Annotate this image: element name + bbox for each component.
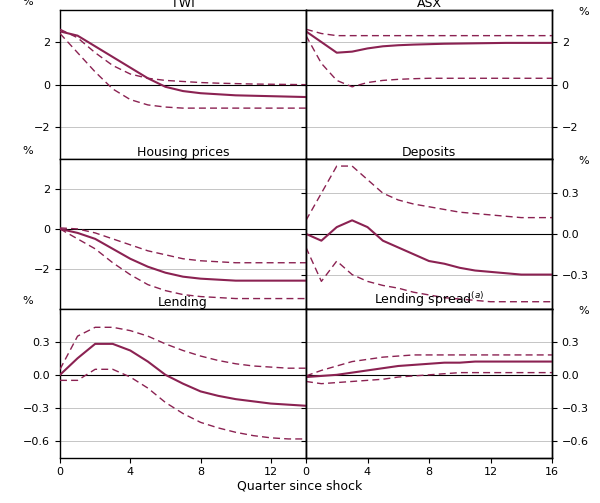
Y-axis label: %: % (578, 7, 589, 17)
Y-axis label: %: % (578, 305, 589, 315)
Title: Deposits: Deposits (402, 146, 456, 159)
Y-axis label: %: % (23, 0, 34, 7)
Y-axis label: %: % (578, 156, 589, 166)
Title: TWI: TWI (171, 0, 195, 10)
Y-axis label: %: % (23, 296, 34, 305)
Y-axis label: %: % (23, 146, 34, 156)
Title: Housing prices: Housing prices (137, 146, 229, 159)
Title: ASX: ASX (416, 0, 442, 10)
Title: Lending spread$^{(a)}$: Lending spread$^{(a)}$ (374, 290, 484, 308)
Title: Lending: Lending (158, 295, 208, 308)
Text: Quarter since shock: Quarter since shock (238, 480, 362, 493)
